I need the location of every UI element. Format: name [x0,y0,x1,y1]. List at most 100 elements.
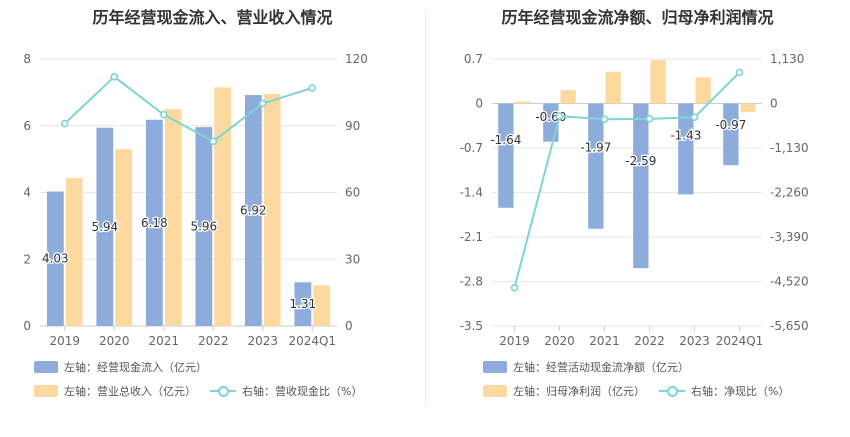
legend-label: 左轴：经营现金流入（亿元） [64,361,207,374]
right-axis-tick-label: -3,390 [770,230,809,244]
ratio-point [209,137,218,146]
x-axis-tick-label: 2020 [99,334,130,348]
legend-item[interactable]: 左轴：归母净利润（亿元） [483,383,645,399]
bar-secondary [740,103,756,112]
legend-line-swatch [659,385,685,397]
bar-primary [588,103,604,229]
bar-secondary [515,101,531,104]
bar-data-label: 6.92 [240,204,267,218]
bar-data-label: 5.94 [91,220,118,234]
bar-data-label: -2.59 [625,154,656,168]
bar-secondary [65,178,83,326]
ratio-point [735,68,744,77]
left-axis-tick-label: 6 [23,119,31,133]
legend-item[interactable]: 左轴：营业总收入（亿元） [34,383,196,399]
ratio-line [513,71,741,289]
legend-item[interactable]: 右轴：净现比（%） [659,383,789,399]
x-axis-tick-label: 2019 [49,334,80,348]
x-axis-tick-label: 2021 [148,334,179,348]
chart-panel-net-cash: 历年经营现金流净额、归母净利润情况 -3.5 -5,650 -2.8 -4,520 -2… [425,0,850,437]
right-axis-tick-label: 0 [345,319,353,333]
bar-secondary [313,285,331,326]
x-axis-tick-label: 2022 [634,334,665,348]
bar-secondary [214,87,232,327]
cash-inflow-chart: 0 0 2 30 4 60 6 90 8 120 2019 2020 2021 2022 2023 2024Q… [23,52,368,348]
chart-title: 历年经营现金流净额、归母净利润情况 [501,8,774,27]
legend-label: 左轴：营业总收入（亿元） [64,385,196,398]
x-axis-tick-label: 2024Q1 [288,334,336,348]
legend-item[interactable]: 左轴：经营现金流入（亿元） [34,359,207,375]
left-axis-tick-label: 0 [23,319,31,333]
legend-item[interactable]: 左轴：经营活动现金流净额（亿元） [483,359,689,375]
x-axis-tick-label: 2021 [589,334,620,348]
x-axis-tick-label: 2023 [247,334,278,348]
legend-swatch [34,361,58,373]
left-axis-tick-label: 4 [23,186,31,200]
right-axis-tick-label: -5,650 [770,319,809,333]
right-axis-tick-label: 120 [345,52,368,66]
bar-primary [96,127,114,326]
bar-data-label: -0.97 [715,118,746,132]
right-axis-tick-label: 60 [345,186,360,200]
bar-secondary [115,149,133,326]
left-axis-tick-label: -1.4 [460,186,483,200]
left-axis-tick-label: 8 [23,52,31,66]
ratio-point [159,110,168,119]
ratio-point [600,115,609,124]
bar-secondary [605,71,621,104]
x-axis-tick-label: 2022 [198,334,229,348]
chart-title: 历年经营现金流入、营业收入情况 [92,8,333,27]
right-axis-tick-label: 0 [770,97,778,111]
bar-primary [195,127,213,327]
left-axis-tick-label: 0.7 [464,52,483,66]
ratio-point [510,284,519,292]
legend-line-swatch [210,385,236,397]
legend-label: 右轴：营收现金比（%） [242,385,363,398]
bar-data-label: 6.18 [141,216,168,230]
bar-data-label: -1.97 [580,140,611,154]
bar-primary [46,191,64,326]
bar-data-label: 4.03 [42,252,69,266]
legend-swatch [483,361,507,373]
x-axis-tick-label: 2024Q1 [716,334,764,348]
bar-secondary [164,109,182,326]
ratio-point [308,84,317,92]
bar-data-label: 1.31 [289,297,316,311]
right-axis-tick-label: -1,130 [770,141,809,155]
right-axis-tick-label: 30 [345,252,360,266]
bar-primary [498,103,514,208]
bar-data-label: -1.64 [490,133,521,147]
ratio-line [64,75,313,143]
bar-primary [633,103,649,269]
bar-primary [244,95,262,326]
panel-divider [425,10,426,405]
bar-primary [723,103,739,166]
ratio-point [110,73,119,81]
bar-data-label: -1.43 [670,128,701,142]
left-axis-tick-label: 2 [23,252,31,266]
right-axis-tick-label: 90 [345,119,360,133]
bar-secondary [650,60,666,104]
ratio-point [690,113,699,122]
bar-secondary [560,90,576,104]
ratio-point [60,119,69,128]
x-axis-tick-label: 2020 [544,334,575,348]
bar-primary [678,103,694,195]
bar-primary [145,119,163,327]
ratio-point [645,115,654,123]
left-axis-tick-label: -0.7 [460,141,483,155]
left-axis-tick-label: -2.8 [460,275,483,289]
x-axis-tick-label: 2019 [499,334,530,348]
bar-data-label: 5.96 [190,220,217,234]
right-axis-tick-label: -4,520 [770,275,809,289]
legend-label: 左轴：归母净利润（亿元） [513,385,645,398]
legend-label: 左轴：经营活动现金流净额（亿元） [513,361,689,374]
net-cash-chart: -3.5 -5,650 -2.8 -4,520 -2.1 -3,390 -1.4 -2,260… [460,52,809,348]
ratio-point [258,99,267,108]
chart-panel-cash-inflow: 历年经营现金流入、营业收入情况 0 0 2 30 4 60 6 90 8 120 2019 2020 2… [23,8,368,399]
x-axis-tick-label: 2023 [679,334,710,348]
left-axis-tick-label: -2.1 [460,230,483,244]
bar-secondary [263,94,281,326]
legend-label: 右轴：净现比（%） [691,385,790,398]
legend-item[interactable]: 右轴：营收现金比（%） [210,383,362,399]
